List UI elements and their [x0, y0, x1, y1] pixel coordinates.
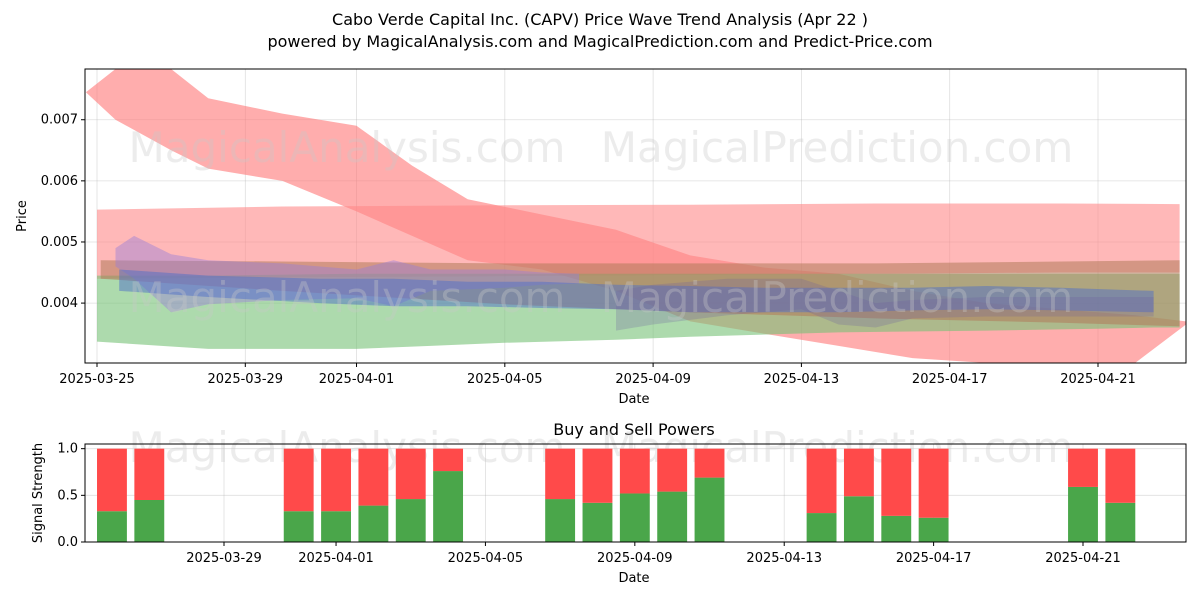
buy-bar [881, 515, 912, 542]
price-y-tick-label: 0.004 [41, 296, 78, 311]
price-x-tick-label: 2025-04-13 [764, 372, 840, 387]
price-x-tick-label: 2025-04-01 [319, 372, 395, 387]
chart-title: Cabo Verde Capital Inc. (CAPV) Price Wav… [332, 10, 868, 29]
sell-bar [358, 448, 389, 506]
buy-bar [283, 511, 314, 542]
buy-bar [843, 496, 874, 542]
buy-bar [358, 505, 389, 542]
price-x-axis-label: Date [618, 392, 649, 407]
sell-bar [694, 448, 725, 478]
buy-bar [1068, 486, 1098, 542]
buy-bar [433, 471, 464, 542]
price-axes-frame [84, 68, 1187, 364]
price-band-5 [119, 269, 1154, 313]
buy-sell-chart: Buy and Sell Powers MagicalAnalysis.com … [31, 420, 1187, 586]
price-x-tick-label: 2025-03-29 [208, 372, 284, 387]
price-band-6 [616, 278, 1154, 331]
buy-bar [97, 511, 127, 542]
price-x-tick-label: 2025-03-25 [59, 372, 135, 387]
watermark-analysis-low: MagicalAnalysis.com [129, 273, 566, 322]
price-band-0 [85, 69, 1186, 363]
sell-bar [395, 448, 426, 500]
signal-x-axis-label: Date [618, 571, 649, 586]
price-x-tick-label: 2025-04-05 [467, 372, 543, 387]
sell-bar [545, 448, 576, 500]
price-x-tick-label: 2025-04-21 [1060, 372, 1136, 387]
price-wave-chart: MagicalAnalysis.com MagicalPrediction.co… [15, 68, 1187, 407]
sell-bar [1105, 448, 1136, 503]
buy-bar [545, 499, 576, 542]
sell-bar [657, 448, 688, 492]
sell-bar [433, 448, 464, 472]
signal-x-tick-label: 2025-04-17 [896, 551, 972, 566]
signal-x-tick-label: 2025-04-05 [448, 551, 524, 566]
price-watermarks: MagicalAnalysis.com MagicalPrediction.co… [129, 123, 1074, 322]
sell-bar [806, 448, 837, 514]
price-y-ticks: 0.004 0.005 0.006 0.007 [41, 113, 85, 311]
price-band-1 [97, 203, 1180, 279]
sell-bar [881, 448, 912, 516]
signal-y-axis-label: Signal Strength [31, 443, 46, 543]
price-x-tick-label: 2025-04-17 [912, 372, 988, 387]
buy-bar [321, 511, 351, 542]
buy-bar [918, 517, 949, 542]
buy-bar [806, 513, 837, 542]
sell-bar [843, 448, 874, 497]
signal-bars [97, 448, 1136, 542]
signal-x-tick-label: 2025-04-21 [1045, 551, 1121, 566]
signal-y-tick-label: 1.0 [57, 442, 78, 457]
buy-bar [1105, 502, 1136, 542]
signal-x-tick-label: 2025-04-13 [746, 551, 822, 566]
watermark-analysis: MagicalAnalysis.com [129, 123, 566, 172]
buy-bar [582, 502, 613, 542]
buy-bar [134, 500, 165, 542]
chart-subtitle: powered by MagicalAnalysis.com and Magic… [267, 32, 933, 51]
price-x-ticks: 2025-03-25 2025-03-29 2025-04-01 2025-04-05… [59, 363, 1136, 387]
signal-x-tick-label: 2025-03-29 [186, 551, 262, 566]
signal-y-tick-label: 0.0 [57, 535, 78, 550]
signal-y-tick-label: 0.5 [57, 488, 78, 503]
signal-chart-title: Buy and Sell Powers [553, 420, 715, 439]
sell-bar [283, 448, 314, 512]
sell-bar [97, 448, 127, 512]
watermark-prediction: MagicalPrediction.com [601, 123, 1074, 172]
price-x-tick-label: 2025-04-09 [615, 372, 691, 387]
price-bands [85, 69, 1186, 363]
sell-bar [918, 448, 949, 518]
sell-bar [134, 448, 165, 500]
sell-bar [1068, 448, 1098, 487]
buy-bar [657, 491, 688, 542]
price-y-tick-label: 0.007 [41, 113, 78, 128]
price-y-tick-label: 0.006 [41, 174, 78, 189]
sell-bar [619, 448, 650, 494]
signal-axes-frame [84, 443, 1187, 543]
watermark-prediction-low: MagicalPrediction.com [601, 273, 1074, 322]
signal-x-tick-label: 2025-04-01 [298, 551, 374, 566]
sell-bar [321, 448, 351, 512]
buy-bar [694, 477, 725, 542]
signal-x-tick-label: 2025-04-09 [597, 551, 673, 566]
buy-bar [619, 493, 650, 542]
buy-bar [395, 499, 426, 542]
price-y-tick-label: 0.005 [41, 235, 78, 250]
price-y-axis-label: Price [15, 200, 30, 232]
signal-x-ticks: 2025-03-29 2025-04-01 2025-04-05 2025-04-09… [186, 542, 1121, 566]
signal-y-ticks: 0.0 0.5 1.0 [57, 442, 85, 550]
sell-bar [582, 448, 613, 503]
